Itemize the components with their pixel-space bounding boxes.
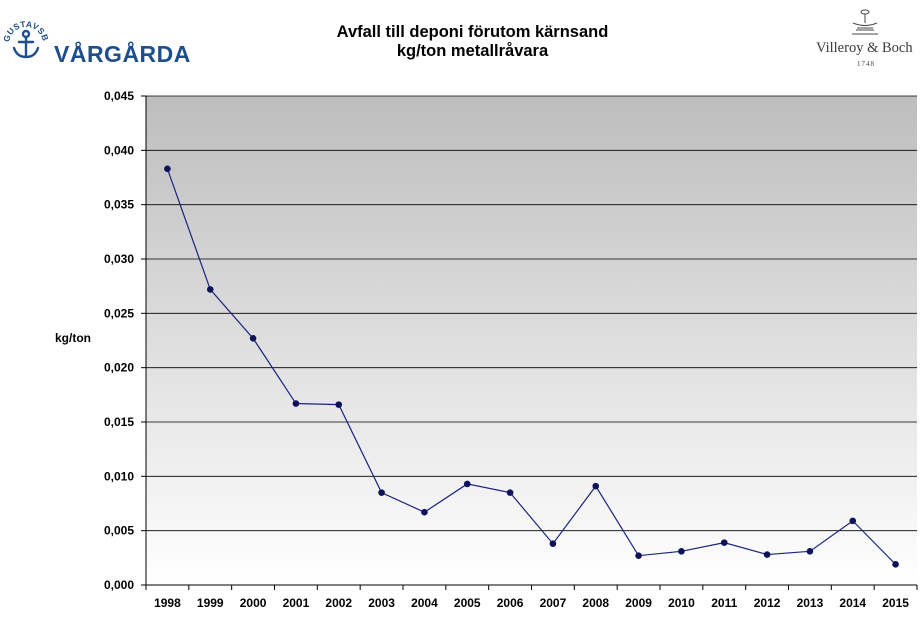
data-point-2014 <box>849 517 857 525</box>
data-point-2003 <box>378 489 385 496</box>
data-point-1999 <box>206 286 214 293</box>
chart-title-block: Avfall till deponi förutom kärnsand kg/t… <box>270 23 675 61</box>
y-tick-label: 0,040 <box>104 143 134 157</box>
data-point-2013 <box>806 548 814 555</box>
x-tick-label: 2004 <box>411 596 438 610</box>
data-point-2008 <box>592 482 600 490</box>
chart-subtitle: kg/ton metallråvara <box>396 42 549 60</box>
series-layer <box>164 165 899 568</box>
vargarda-brand-text: VÅRGÅRDA <box>54 41 191 67</box>
x-tick-label: 2005 <box>454 596 481 610</box>
axes <box>145 96 918 590</box>
y-tick-label: 0,020 <box>104 361 134 375</box>
y-axis-label: kg/ton <box>55 331 91 345</box>
plot-area <box>146 96 917 585</box>
data-point-2000 <box>249 335 257 342</box>
y-tick-label: 0,035 <box>104 198 134 212</box>
x-tick-label: 2007 <box>540 596 567 610</box>
y-tick-label: 0,010 <box>104 469 134 483</box>
data-point-2015 <box>892 561 899 568</box>
villeroy-boch-name: Villeroy & Boch <box>816 40 913 56</box>
x-tick-label: 2008 <box>582 596 609 610</box>
y-tick-labels: 0,000 0,005 0,010 0,015 0,020 0,025 0,030 0,035… <box>104 89 134 592</box>
x-tick-labels: 1998 1999 2000 2001 2002 2003 2004 2005 2006 2007… <box>154 596 909 610</box>
x-tick-label: 2006 <box>497 596 524 610</box>
x-tick-label: 2015 <box>882 596 909 610</box>
x-tick-label: 2009 <box>625 596 652 610</box>
x-tick-label: 2013 <box>797 596 824 610</box>
y-tick-label: 0,025 <box>104 306 134 320</box>
y-tick-label: 0,030 <box>104 252 134 266</box>
x-tick-label: 2002 <box>325 596 352 610</box>
x-tick-label: 2012 <box>754 596 781 610</box>
x-tick-label: 2014 <box>839 596 866 610</box>
x-tick-label: 2010 <box>668 596 695 610</box>
x-tick-label: 2000 <box>240 596 267 610</box>
y-tick-label: 0,000 <box>104 578 134 592</box>
x-tick-label: 1998 <box>154 596 181 610</box>
chart-title: Avfall till deponi förutom kärnsand <box>336 23 609 41</box>
data-point-2009 <box>635 552 642 559</box>
y-tick-label: 0,015 <box>104 415 134 429</box>
data-point-2012 <box>763 551 771 558</box>
villeroy-boch-logo: Villeroy & Boch 1748 <box>812 6 918 70</box>
data-point-2001 <box>292 400 300 407</box>
villeroy-boch-year: 1748 <box>857 60 875 68</box>
y-tick-label: 0,045 <box>104 89 134 103</box>
data-point-2004 <box>421 508 428 516</box>
fountain-emblem-icon <box>852 9 878 35</box>
data-point-2002 <box>335 401 343 408</box>
data-point-2011 <box>720 539 728 546</box>
x-tick-label: 1999 <box>197 596 224 610</box>
y-tick-label: 0,005 <box>104 524 134 538</box>
x-tick-label: 2001 <box>283 596 310 610</box>
x-tick-label: 2011 <box>711 596 737 610</box>
data-point-2010 <box>678 548 685 555</box>
data-point-2005 <box>463 480 471 488</box>
data-point-2007 <box>549 540 557 548</box>
data-point-1998 <box>164 165 171 173</box>
data-point-2006 <box>506 489 514 496</box>
series-line <box>166 168 897 565</box>
x-tick-label: 2003 <box>368 596 395 610</box>
